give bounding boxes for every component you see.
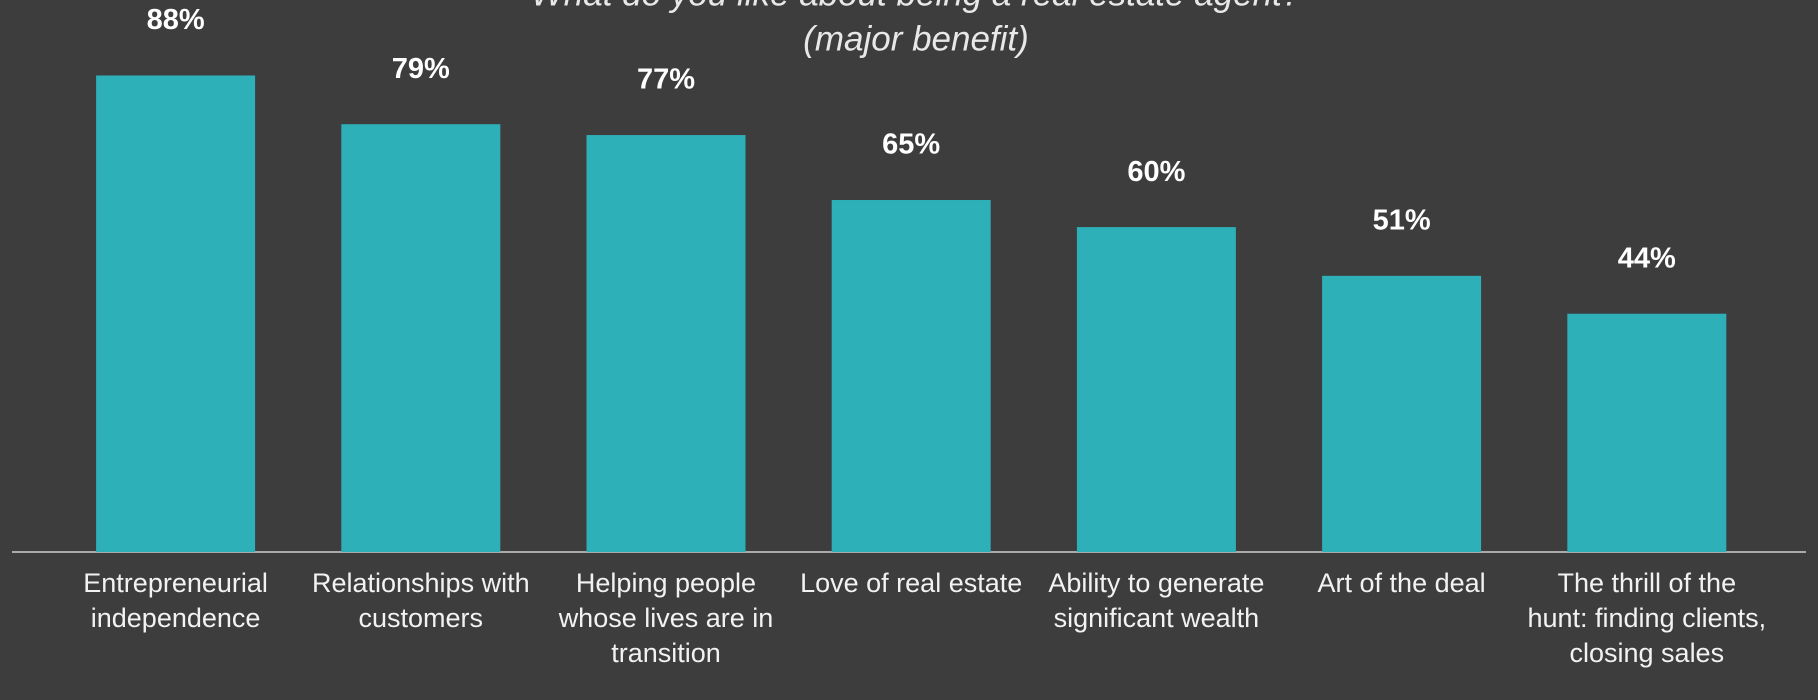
- bar: [831, 200, 991, 552]
- value-label: 60%: [1127, 156, 1185, 188]
- x-tick-label: Entrepreneurial independence: [83, 568, 268, 633]
- chart-title: What do you like about being a real esta…: [531, 0, 1302, 13]
- bar: [1322, 275, 1482, 552]
- value-label: 44%: [1618, 242, 1676, 274]
- value-label: 88%: [147, 4, 205, 36]
- x-tick-label: Art of the deal: [1317, 568, 1486, 598]
- x-tick-label: Ability to generate significant wealth: [1048, 568, 1265, 633]
- bar: [1076, 227, 1236, 552]
- x-tick-label: Relationships with customers: [311, 568, 530, 633]
- x-tick-label: Love of real estate: [800, 568, 1023, 598]
- value-label: 51%: [1373, 204, 1431, 236]
- x-tick-label: The thrill of the hunt: finding clients,…: [1527, 568, 1767, 668]
- bar: [1567, 313, 1727, 552]
- bar: [96, 75, 256, 552]
- chart-subtitle: (major benefit): [803, 19, 1029, 58]
- bar: [586, 135, 746, 553]
- x-tick-label: Helping people whose lives are in transi…: [558, 568, 774, 668]
- bar: [341, 124, 501, 552]
- value-label: 65%: [882, 129, 940, 161]
- value-label: 77%: [637, 64, 695, 96]
- value-label: 79%: [392, 53, 450, 85]
